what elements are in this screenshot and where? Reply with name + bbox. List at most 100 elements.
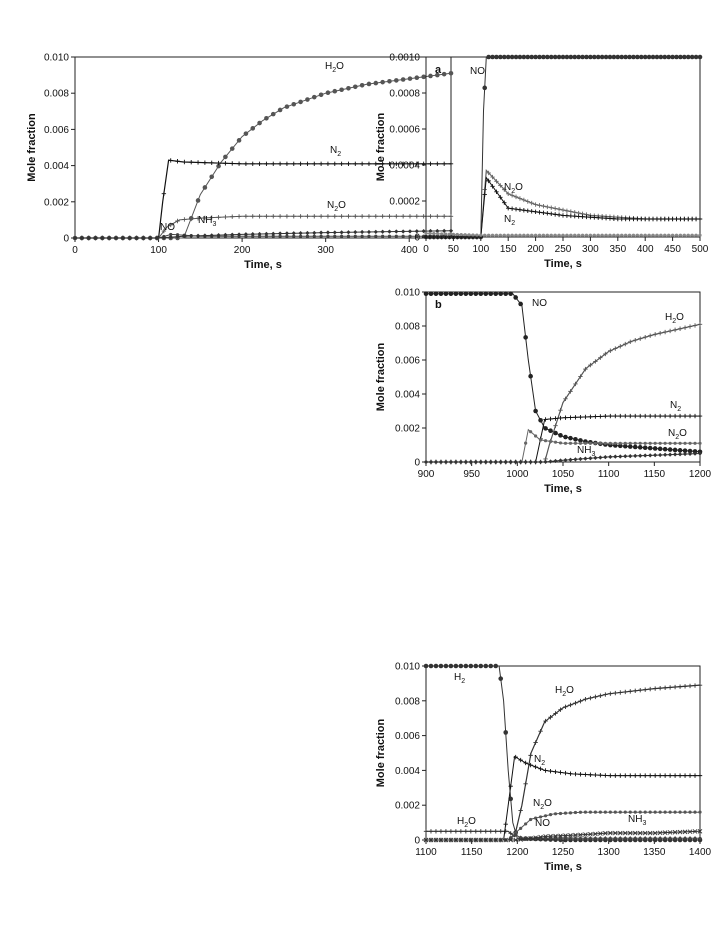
data-point <box>380 214 385 219</box>
data-point <box>682 448 688 453</box>
data-point <box>628 413 633 419</box>
label-n2o: N2O <box>533 798 552 811</box>
data-point <box>631 54 636 60</box>
data-point <box>658 836 663 841</box>
data-point <box>488 663 494 669</box>
data-point <box>502 233 506 237</box>
data-point <box>518 301 523 307</box>
data-point <box>490 233 495 237</box>
data-point <box>448 663 454 669</box>
data-point <box>573 810 578 815</box>
data-point <box>387 161 392 166</box>
data-point <box>642 445 648 451</box>
data-point <box>588 810 593 814</box>
data-point <box>653 810 657 814</box>
data-point <box>608 413 613 419</box>
label-n2: N2 <box>670 400 681 413</box>
data-point <box>553 833 558 839</box>
data-point <box>441 161 447 166</box>
data-point <box>552 212 558 217</box>
data-point <box>643 773 648 778</box>
data-point <box>588 695 593 701</box>
x-tick-label: 200 <box>527 244 544 255</box>
y-tick-label: 0.006 <box>44 125 69 136</box>
label-n2: N2 <box>534 754 545 767</box>
data-point <box>538 834 543 840</box>
data-point <box>560 54 566 60</box>
data-point <box>563 396 568 401</box>
data-point <box>427 234 433 240</box>
data-point <box>414 75 420 81</box>
data-point <box>503 837 509 843</box>
data-point <box>503 829 508 834</box>
data-point <box>687 324 693 329</box>
data-point <box>578 441 583 445</box>
data-point <box>528 835 533 841</box>
data-point <box>599 215 605 221</box>
data-point <box>654 216 660 222</box>
data-point <box>657 685 663 691</box>
data-point <box>613 773 618 778</box>
data-point <box>553 430 558 436</box>
data-point <box>529 817 533 822</box>
data-point <box>339 214 344 219</box>
data-point <box>352 84 358 90</box>
data-point <box>572 54 578 60</box>
x-axis-label: Time, s <box>544 861 582 873</box>
data-point <box>277 214 283 219</box>
data-point <box>264 161 269 166</box>
data-point <box>643 687 648 692</box>
data-point <box>459 232 463 237</box>
data-point <box>619 216 624 222</box>
data-point <box>557 233 561 237</box>
data-point <box>439 234 444 240</box>
data-point <box>617 443 623 449</box>
data-point <box>250 214 255 219</box>
data-point <box>519 826 523 830</box>
data-point <box>678 54 683 60</box>
data-point <box>503 821 508 827</box>
data-point <box>305 161 310 166</box>
data-point <box>528 753 533 758</box>
data-point <box>638 336 643 341</box>
y-axis-label: Mole fraction <box>375 342 387 411</box>
y-tick-label: 0.004 <box>44 161 69 172</box>
data-point <box>428 459 434 465</box>
data-point <box>421 74 426 80</box>
data-point <box>216 163 221 169</box>
data-point <box>483 291 489 297</box>
data-point <box>604 233 608 237</box>
data-point <box>223 232 228 238</box>
data-point <box>565 233 569 237</box>
data-point <box>490 184 495 189</box>
data-point <box>692 451 698 456</box>
x-tick-label: 0 <box>72 245 78 256</box>
data-point <box>608 454 613 459</box>
data-point <box>618 690 623 695</box>
data-point <box>623 454 628 459</box>
data-point <box>325 230 331 235</box>
data-point <box>509 206 515 211</box>
data-point <box>598 441 602 445</box>
series-nh3 <box>423 451 703 465</box>
data-point <box>662 446 668 452</box>
data-point <box>182 217 187 222</box>
data-point <box>168 222 173 228</box>
y-tick-label: 0.002 <box>395 801 420 812</box>
data-point <box>443 232 448 236</box>
data-point <box>643 233 647 237</box>
data-point <box>553 440 558 444</box>
data-point <box>127 235 132 241</box>
data-point <box>189 160 194 165</box>
series-n2 <box>423 176 703 240</box>
data-point <box>593 441 597 445</box>
data-point <box>373 229 378 234</box>
data-point <box>513 295 518 300</box>
data-point <box>488 829 493 834</box>
data-point <box>593 772 598 778</box>
data-point <box>463 291 469 297</box>
y-tick-label: 0.006 <box>395 731 420 742</box>
data-point <box>534 434 538 438</box>
data-point <box>401 229 406 234</box>
data-point <box>537 233 542 237</box>
